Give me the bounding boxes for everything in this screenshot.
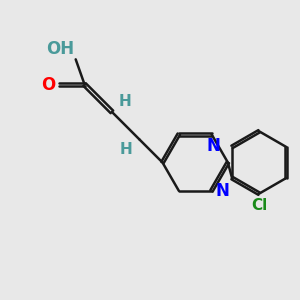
Text: N: N xyxy=(206,137,220,155)
Text: N: N xyxy=(216,182,230,200)
Text: H: H xyxy=(119,142,132,157)
Text: H: H xyxy=(119,94,132,109)
Text: OH: OH xyxy=(46,40,74,58)
Text: Cl: Cl xyxy=(251,198,267,213)
Text: O: O xyxy=(40,76,55,94)
